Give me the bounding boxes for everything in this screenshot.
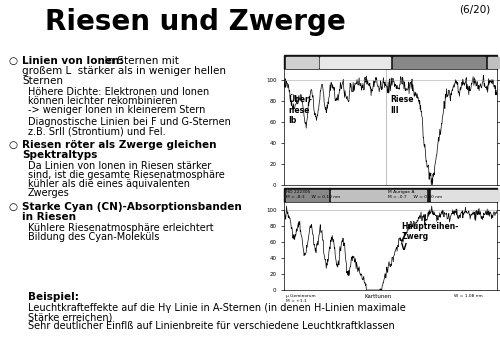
Text: Beispiel:: Beispiel:: [28, 292, 79, 302]
Text: -> weniger Ionen in kleinerem Stern: -> weniger Ionen in kleinerem Stern: [28, 105, 206, 115]
Text: Bildung des Cyan-Moleküls: Bildung des Cyan-Moleküls: [28, 232, 160, 242]
Text: Riesen röter als Zwerge gleichen: Riesen röter als Zwerge gleichen: [22, 140, 216, 150]
Text: Hauptreihen-
Zwerg
V: Hauptreihen- Zwerg V: [401, 222, 458, 252]
Text: können leichter rekombinieren: können leichter rekombinieren: [28, 96, 178, 106]
Text: Sehr deutlicher Einflß auf Linienbreite für verschiedene Leuchtkraftklassen: Sehr deutlicher Einflß auf Linienbreite …: [28, 321, 395, 331]
Text: Da Linien von Ionen in Riesen stärker: Da Linien von Ionen in Riesen stärker: [28, 161, 211, 171]
Bar: [393, 56, 485, 67]
Text: Stärke erreichen): Stärke erreichen): [28, 312, 112, 322]
Text: ○: ○: [8, 140, 17, 150]
Text: Höhere Dichte: Elektronen und Ionen: Höhere Dichte: Elektronen und Ionen: [28, 87, 209, 97]
Text: z.B. SrII (Strontium) und FeI.: z.B. SrII (Strontium) und FeI.: [28, 126, 166, 136]
Text: Diagnostische Linien bei F und G-Sternen: Diagnostische Linien bei F und G-Sternen: [28, 117, 231, 127]
Text: Zwerges: Zwerges: [28, 188, 70, 198]
Bar: [320, 56, 390, 67]
Text: Leuchtkrafteffekte auf die Hγ Linie in A-Sternen (in denen H-Linien maximale: Leuchtkrafteffekte auf die Hγ Linie in A…: [28, 303, 406, 313]
Text: In Sternen mit: In Sternen mit: [98, 56, 179, 66]
Bar: [488, 56, 500, 67]
Bar: [331, 190, 426, 201]
Text: Sternen: Sternen: [22, 76, 63, 86]
Text: Starke Cyan (CN)-Absorptionsbanden: Starke Cyan (CN)-Absorptionsbanden: [22, 202, 242, 212]
Bar: [286, 56, 318, 67]
Text: ○: ○: [8, 56, 17, 66]
Text: μ Geminorum
M = +1.1: μ Geminorum M = +1.1: [286, 294, 316, 303]
Bar: [284, 55, 497, 69]
Text: ○: ○: [8, 202, 17, 212]
Text: kühler als die eines äquivalenten: kühler als die eines äquivalenten: [28, 179, 190, 189]
Text: in Riesen: in Riesen: [22, 212, 76, 222]
Text: sind, ist die gesamte Riesenatmosphäre: sind, ist die gesamte Riesenatmosphäre: [28, 170, 225, 180]
Text: großem L  stärker als in weniger hellen: großem L stärker als in weniger hellen: [22, 66, 226, 76]
Text: HD 222305
M = -8.3     W = 0.10 nm: HD 222305 M = -8.3 W = 0.10 nm: [286, 190, 341, 199]
Text: Riese
III: Riese III: [390, 95, 414, 115]
Text: Über-
riese
Ib: Über- riese Ib: [288, 95, 312, 125]
Text: W = 1.08 nm: W = 1.08 nm: [454, 294, 483, 298]
Text: Spektraltyps: Spektraltyps: [22, 150, 98, 160]
Text: (6/20): (6/20): [459, 5, 490, 15]
Bar: [431, 190, 500, 201]
Text: Riesen und Zwerge: Riesen und Zwerge: [44, 8, 346, 36]
Text: Karttunen: Karttunen: [365, 294, 392, 299]
Bar: [286, 190, 328, 201]
Bar: [284, 188, 497, 202]
Text: Linien von Ionen:: Linien von Ionen:: [22, 56, 124, 66]
Text: M Aurigae A
M = -0.7     W = 0.80 nm: M Aurigae A M = -0.7 W = 0.80 nm: [388, 190, 442, 199]
Text: Kühlere Riesenatmosphäre erleichtert: Kühlere Riesenatmosphäre erleichtert: [28, 223, 214, 233]
